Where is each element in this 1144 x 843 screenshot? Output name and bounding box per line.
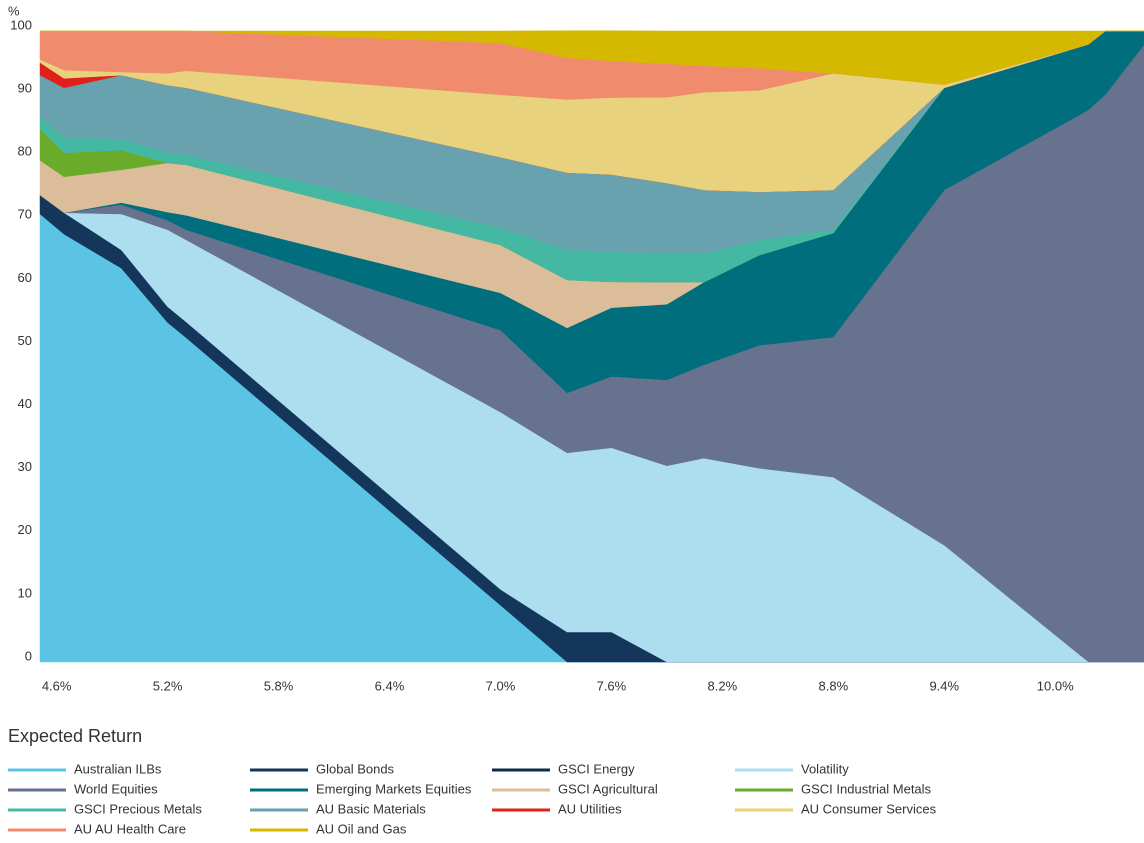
x-tick-label: 8.8% [819,678,849,693]
legend-label: GSCI Energy [558,761,635,776]
x-tick-label: 9.4% [929,678,959,693]
legend-label: AU Oil and Gas [316,821,407,836]
x-axis-label: Expected Return [8,726,142,746]
x-tick-label: 6.4% [375,678,405,693]
y-tick-label: 40 [18,396,32,411]
x-tick-label: 7.0% [486,678,516,693]
legend-label: GSCI Agricultural [558,781,658,796]
legend-label: GSCI Precious Metals [74,801,202,816]
legend-label: AU Consumer Services [801,801,937,816]
x-tick-label: 5.2% [153,678,183,693]
y-unit: % [8,3,20,18]
legend-label: World Equities [74,781,158,796]
y-tick-label: 60 [18,270,32,285]
legend-label: AU Utilities [558,801,622,816]
legend-label: AU Basic Materials [316,801,426,816]
x-tick-label: 8.2% [708,678,738,693]
x-tick-label: 4.6% [42,678,72,693]
y-tick-label: 70 [18,207,32,222]
legend-label: Global Bonds [316,761,395,776]
y-tick-label: 100 [10,17,32,32]
y-tick-label: 80 [18,144,32,159]
y-tick-label: 90 [18,81,32,96]
x-tick-label: 7.6% [597,678,627,693]
legend-label: AU AU Health Care [74,821,186,836]
legend-label: Australian ILBs [74,761,162,776]
y-tick-label: 20 [18,522,32,537]
legend-label: Volatility [801,761,849,776]
x-tick-label: 10.0% [1037,678,1074,693]
legend-label: Emerging Markets Equities [316,781,472,796]
x-tick-label: 5.8% [264,678,294,693]
legend-label: GSCI Industrial Metals [801,781,932,796]
y-tick-label: 50 [18,333,32,348]
y-tick-label: 0 [25,648,32,663]
y-tick-label: 30 [18,459,32,474]
area [40,30,1144,85]
y-tick-label: 10 [18,585,32,600]
